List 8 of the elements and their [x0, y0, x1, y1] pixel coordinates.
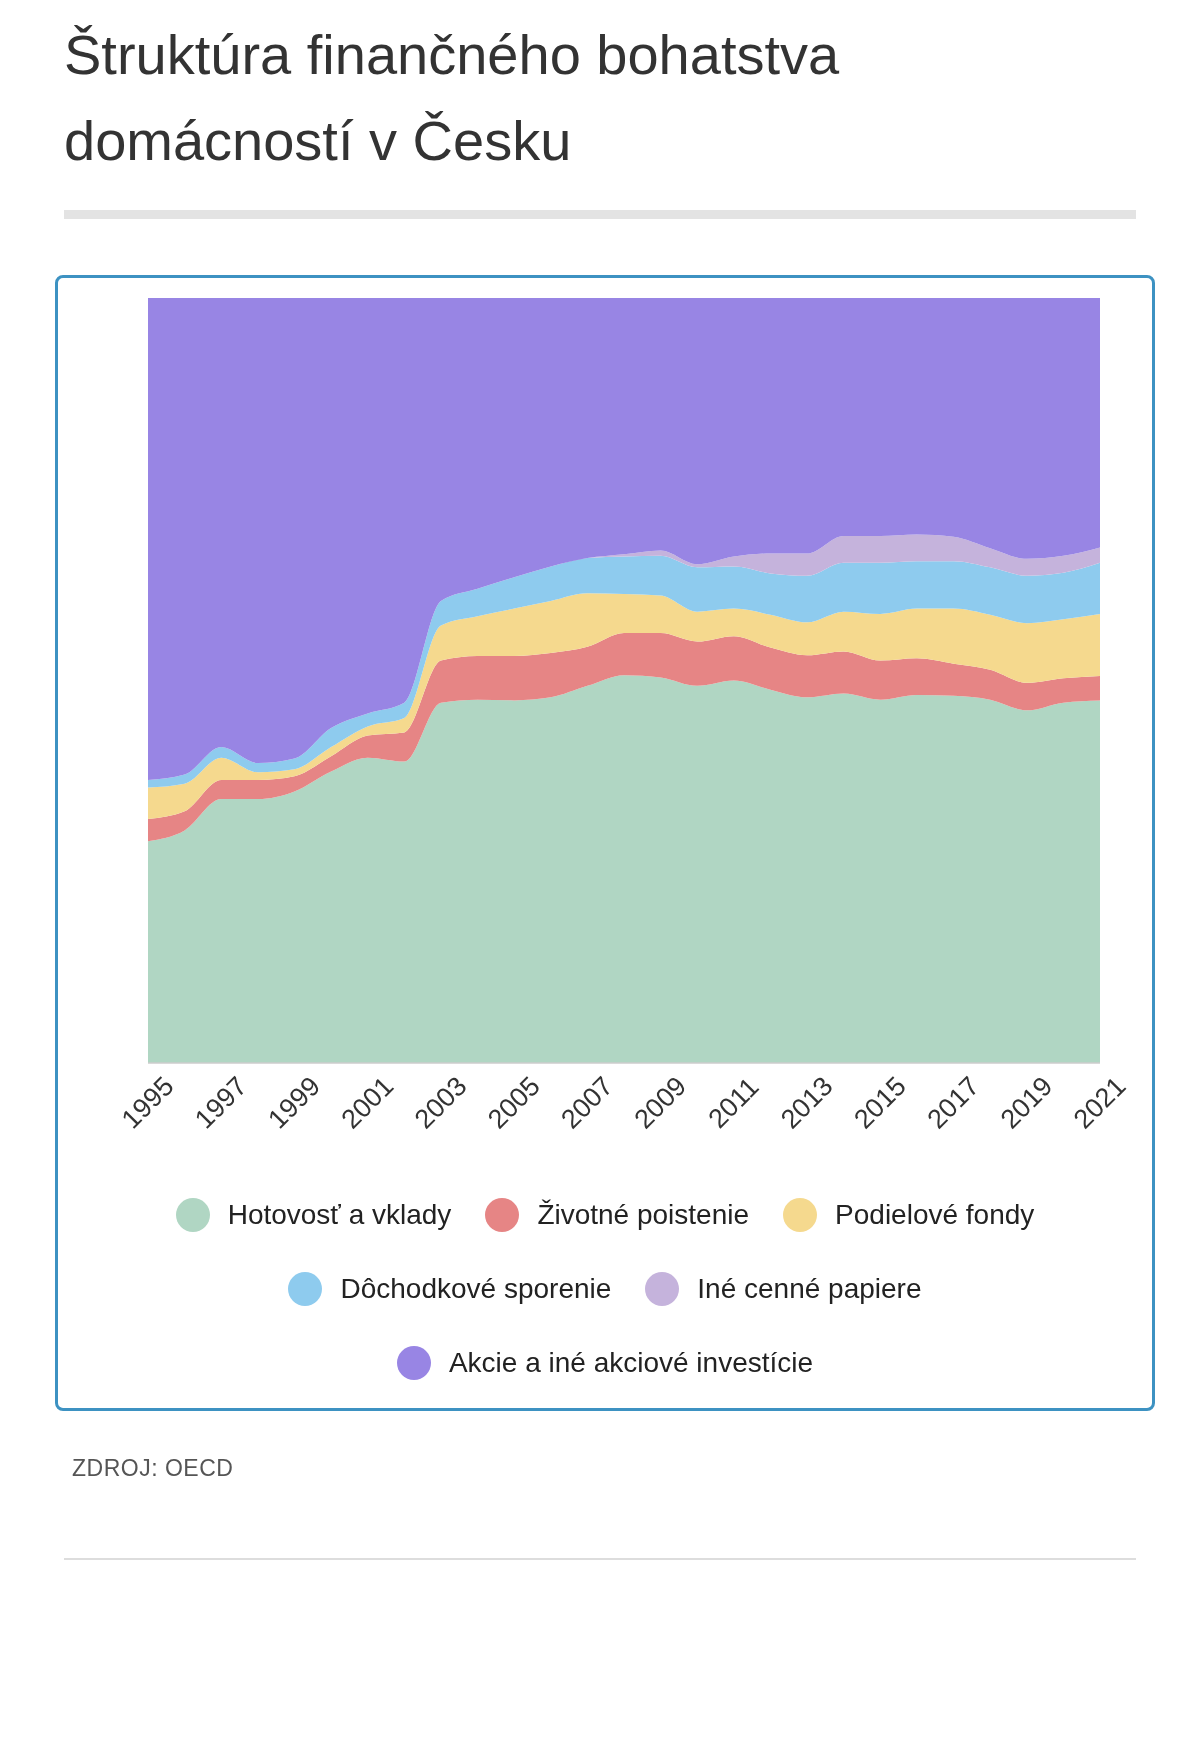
legend-label: Hotovosť a vklady — [227, 1199, 452, 1231]
legend-label: Podielové fondy — [835, 1199, 1035, 1231]
legend-label: Životné poistenie — [537, 1199, 750, 1231]
legend-label: Iné cenné papiere — [697, 1273, 922, 1305]
text: ZDROJ: OECD — [71, 1454, 235, 1482]
legend-label: Dôchodkové sporenie — [340, 1273, 612, 1305]
chart-title: Štruktúra finančného bohatstva domácností v Česku — [63, 22, 841, 174]
legend-label: Akcie a iné akciové investície — [448, 1347, 814, 1379]
